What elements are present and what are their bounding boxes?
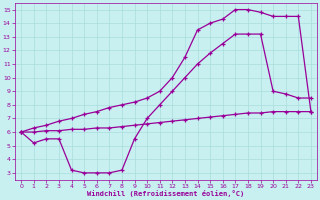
X-axis label: Windchill (Refroidissement éolien,°C): Windchill (Refroidissement éolien,°C)	[87, 190, 245, 197]
